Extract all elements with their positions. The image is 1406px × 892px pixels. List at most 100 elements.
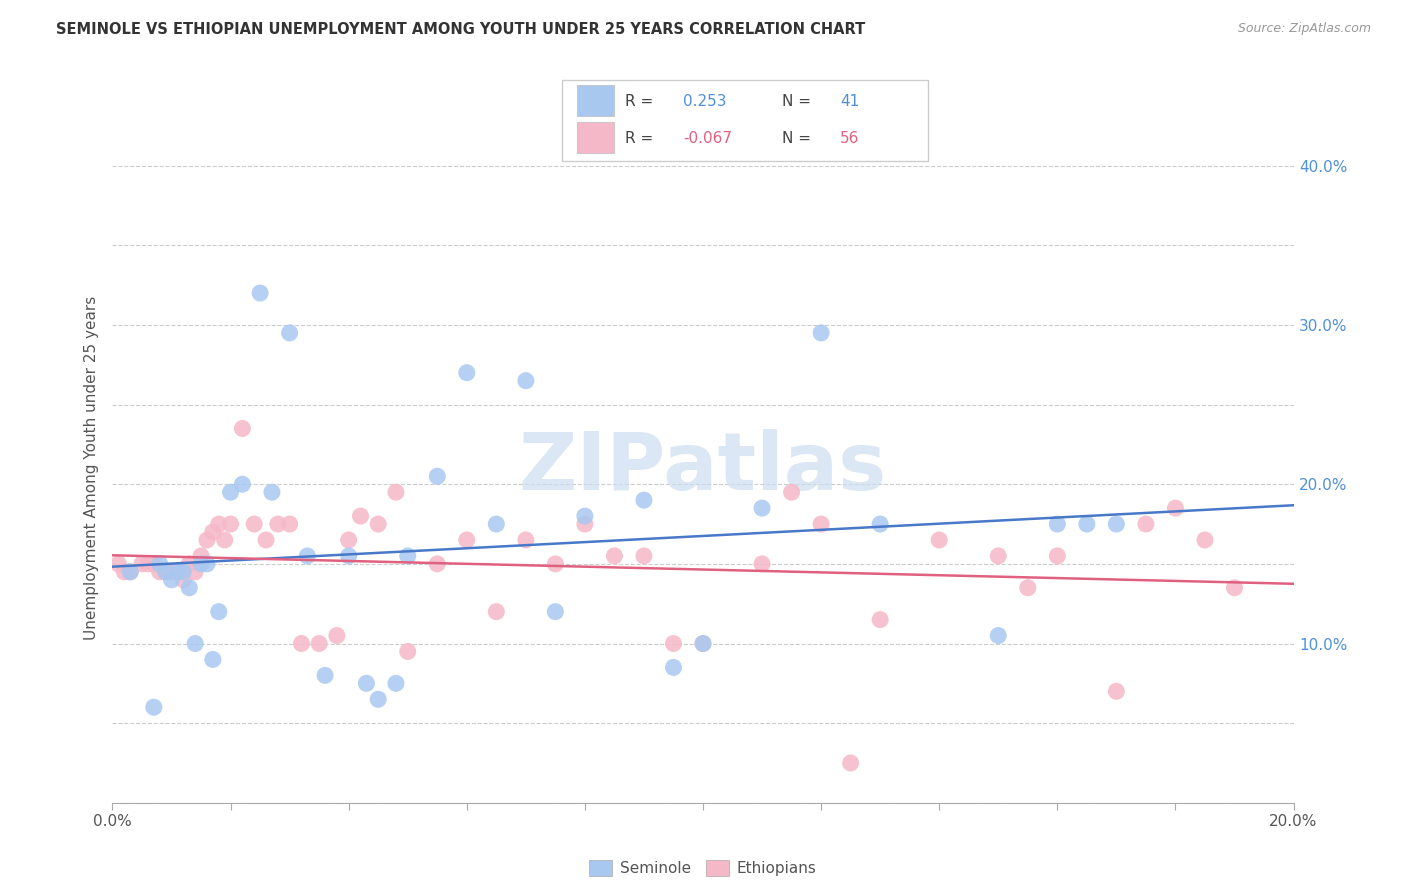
Point [396,644,419,658]
Point [839,756,862,770]
Point [337,549,360,563]
Text: N =: N = [782,94,811,109]
Text: ZIPatlas: ZIPatlas [519,429,887,508]
Point [231,421,253,435]
Text: -0.067: -0.067 [683,130,733,145]
Text: N =: N = [782,130,811,145]
Point [208,605,231,619]
Point [112,565,135,579]
Point [349,509,371,524]
Point [297,549,319,563]
Point [190,557,212,571]
Point [179,557,201,571]
Point [142,557,165,571]
Text: 56: 56 [841,130,859,145]
Point [179,581,201,595]
Point [208,517,231,532]
Point [190,549,212,563]
Text: 0.253: 0.253 [683,94,727,109]
Point [172,565,194,579]
Point [160,565,183,579]
Bar [576,85,613,116]
Point [633,549,655,563]
Point [385,676,408,690]
Point [928,533,950,547]
Point [166,565,188,579]
Point [1046,549,1069,563]
Point [662,636,685,650]
Point [1046,517,1069,532]
Point [751,501,773,516]
Point [172,573,194,587]
Point [1076,517,1098,532]
Point [426,557,449,571]
Point [260,485,283,500]
Point [195,533,218,547]
Point [574,509,596,524]
Point [810,326,832,340]
Point [456,533,478,547]
Point [219,517,242,532]
Point [149,565,172,579]
Point [155,565,177,579]
Point [485,517,508,532]
Point [243,517,266,532]
Text: R =: R = [624,130,652,145]
Point [149,557,172,571]
Point [131,557,153,571]
Point [267,517,290,532]
Point [367,692,389,706]
Point [184,565,207,579]
Point [356,676,378,690]
Text: 41: 41 [841,94,859,109]
Point [166,565,188,579]
Legend: Seminole, Ethiopians: Seminole, Ethiopians [583,854,823,882]
Point [426,469,449,483]
Point [987,549,1010,563]
Point [692,636,714,650]
Point [456,366,478,380]
Point [278,517,301,532]
Point [385,485,408,500]
Point [987,628,1010,642]
Point [142,700,165,714]
Point [1105,684,1128,698]
Point [810,517,832,532]
Text: SEMINOLE VS ETHIOPIAN UNEMPLOYMENT AMONG YOUTH UNDER 25 YEARS CORRELATION CHART: SEMINOLE VS ETHIOPIAN UNEMPLOYMENT AMONG… [56,22,866,37]
Point [515,533,537,547]
Point [780,485,803,500]
Point [1017,581,1039,595]
Point [120,565,142,579]
Point [160,573,183,587]
Point [314,668,336,682]
Point [155,565,177,579]
Point [201,652,224,666]
Text: R =: R = [624,94,652,109]
Point [278,326,301,340]
Point [308,636,330,650]
Point [290,636,312,650]
Point [136,557,159,571]
Point [515,374,537,388]
Point [1223,581,1246,595]
Point [326,628,349,642]
Point [120,565,142,579]
Point [574,517,596,532]
Point [544,557,567,571]
Point [662,660,685,674]
Point [485,605,508,619]
Point [249,286,271,301]
Point [396,549,419,563]
Point [214,533,236,547]
Point [633,493,655,508]
Point [337,533,360,547]
Point [219,485,242,500]
Point [1135,517,1157,532]
Point [254,533,277,547]
Point [603,549,626,563]
Point [1194,533,1216,547]
Text: Source: ZipAtlas.com: Source: ZipAtlas.com [1237,22,1371,36]
Point [869,517,891,532]
Bar [576,122,613,153]
Point [1105,517,1128,532]
